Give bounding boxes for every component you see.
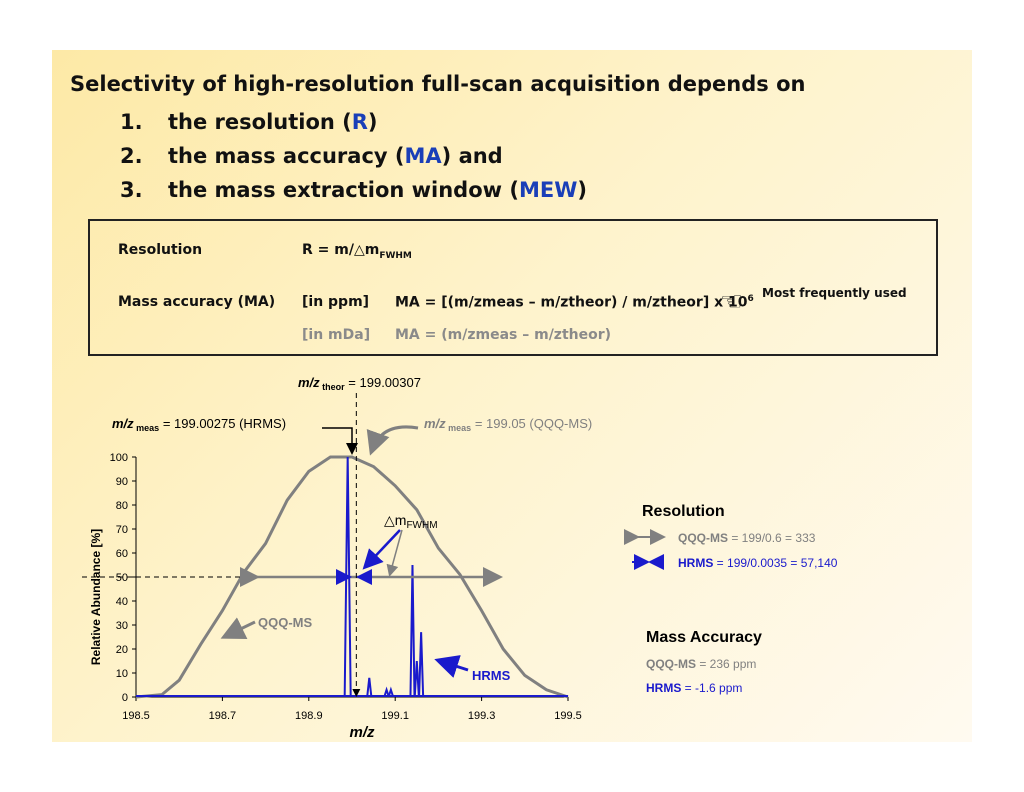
chart-annotations: m/z theor = 199.00307 m/z meas = 199.0027… [82,375,838,697]
list-number: 3. [120,178,143,202]
list-text: the mass accuracy ( [168,144,405,168]
y-axis-label: Relative Abundance [%] [89,529,103,665]
y-tick-label: 90 [116,476,128,488]
hrms-measured-arrow [322,427,358,455]
fwhm-label: △mFWHM [384,512,438,531]
qqq-measured-arrow [366,425,419,456]
list-item-mew: 3. the mass extraction window (MEW) [120,178,587,202]
list-highlight: MEW [518,178,578,202]
fwhm-qqq-pointer [386,529,403,577]
slide-heading: Selectivity of high-resolution full-scan… [70,72,806,96]
list-number: 2. [120,144,143,168]
list-number: 1. [120,110,143,134]
y-tick-label: 80 [116,500,128,512]
qqq-curve-label: QQQ-MS [258,615,312,630]
list-highlight: R [351,110,368,134]
list-item-mass-accuracy: 2. the mass accuracy (MA) and [120,144,503,168]
y-tick-label: 30 [116,620,128,632]
qqq-measured-label: m/z meas = 199.05 (QQQ-MS) [424,416,592,433]
chart-ticks: 0 10 20 30 40 50 60 70 80 90 100 198.5 198.7 198.9 199… [89,452,582,741]
resolution-label: Resolution [118,242,203,258]
resolution-formula: R = m/△mFWHM [302,242,412,261]
mda-formula: MA = (m/zmeas – m/ztheor) [395,327,612,343]
ppm-formula: MA = [(m/zmeas – m/ztheor) / m/ztheor] x… [395,294,754,311]
mda-unit: [in mDa] [302,327,371,343]
hrms-peak [343,456,352,697]
list-text-end: ) [367,110,378,134]
theoretical-mz-label: m/z theor = 199.00307 [298,375,421,392]
hrms-peak [387,686,394,697]
hrms-peak [366,677,373,697]
y-tick-label: 60 [116,548,128,560]
hrms-peaks-arrow [434,655,469,678]
y-tick-label: 40 [116,596,128,608]
x-axis-label: m/z [349,724,375,741]
y-tick-label: 100 [110,452,128,464]
qqq-curve-arrow [220,617,256,639]
legend-mass-accuracy-title: Mass Accuracy [646,629,762,646]
y-tick-label: 0 [122,692,128,704]
hrms-peak [413,660,420,697]
list-text-end: ) [577,178,587,202]
list-text-end: ) and [441,144,503,168]
pointing-hand-icon: ☜ [720,286,744,316]
most-used-note: Most frequently used [762,286,907,300]
legend-hrms-mass-accuracy: HRMS = -1.6 ppm [646,681,742,695]
definitions-box [88,219,938,356]
legend-qqq-resolution: QQQ-MS = 199/0.6 = 333 [678,531,816,545]
fwhm-hrms-pointer [362,529,401,570]
legend-resolution-title: Resolution [642,503,725,520]
y-tick-label: 70 [116,524,128,536]
x-tick-label: 199.5 [554,710,582,722]
x-tick-label: 199.3 [468,710,496,722]
y-tick-label: 50 [116,572,128,584]
list-text: the resolution ( [168,110,352,134]
legend-hrms-resolution: HRMS = 199/0.0035 = 57,140 [678,556,838,570]
qqq-ms-curve [135,455,569,699]
chart-series [135,455,569,699]
ppm-unit: [in ppm] [302,294,370,310]
list-highlight: MA [404,144,442,168]
hrms-peak [418,632,425,697]
list-item-resolution: 1. the resolution (R) [120,110,378,134]
y-tick-label: 20 [116,644,128,656]
slide-background [52,50,972,742]
x-tick-label: 198.7 [209,710,237,722]
hrms-peak [383,686,390,697]
x-tick-label: 198.9 [295,710,323,722]
x-tick-label: 199.1 [381,710,409,722]
list-text: the mass extraction window ( [168,178,519,202]
hrms-measured-label: m/z meas = 199.00275 (HRMS) [112,416,286,433]
hrms-peak [409,564,416,697]
x-tick-label: 198.5 [122,710,150,722]
hrms-peaks-label: HRMS [472,668,511,683]
y-tick-label: 10 [116,668,128,680]
legend-qqq-mass-accuracy: QQQ-MS = 236 ppm [646,657,756,671]
mass-accuracy-label: Mass accuracy (MA) [118,294,276,310]
